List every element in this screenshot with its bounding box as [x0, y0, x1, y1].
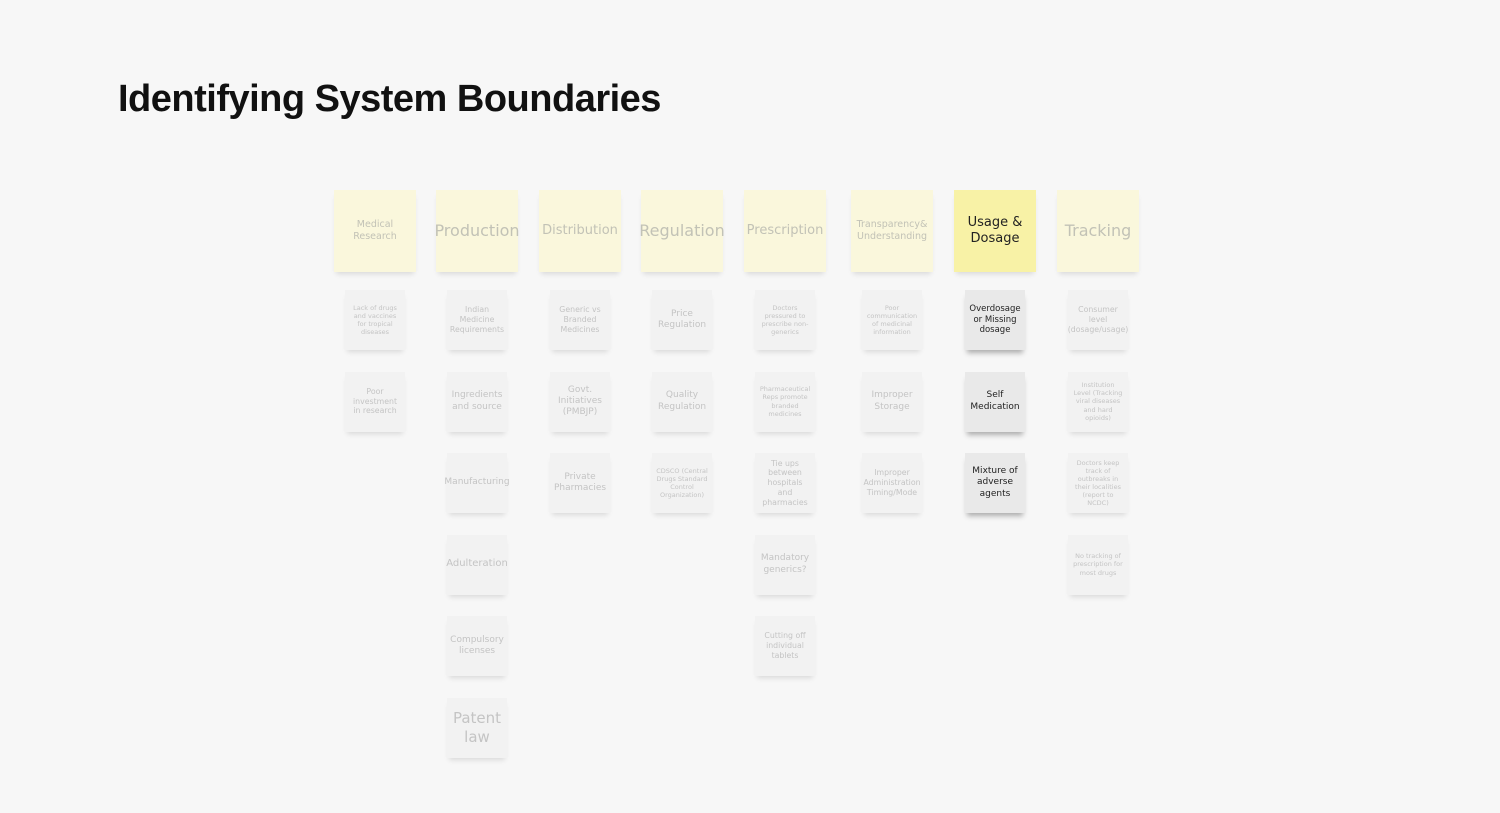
sticky-note: Tie ups between hospitals and pharmacies	[755, 453, 815, 513]
sticky-note: Improper Storage	[862, 371, 922, 432]
sticky-note: Doctors keep track of outbreaks in their…	[1068, 453, 1128, 513]
sticky-note: Doctors pressured to prescribe non-gener…	[755, 290, 815, 350]
sticky-note: Poor investment in research	[345, 371, 405, 432]
column-header: Medical Research	[334, 190, 416, 272]
sticky-note: Quality Regulation	[652, 371, 712, 432]
sticky-note: Mixture of adverse agents	[965, 453, 1025, 513]
sticky-note: Institution Level (Tracking viral diseas…	[1068, 371, 1128, 432]
column-header: Regulation	[639, 190, 725, 272]
sticky-note: Generic vs Branded Medicines	[550, 290, 610, 350]
column-header: Transparency& Understanding	[851, 190, 933, 272]
sticky-note: CDSCO (Central Drugs Standard Control Or…	[652, 453, 712, 513]
sticky-note: Price Regulation	[652, 290, 712, 350]
sticky-note: Patent law	[447, 697, 507, 758]
column-header: Production	[434, 190, 520, 272]
page-title: Identifying System Boundaries	[118, 78, 661, 120]
column-header: Usage & Dosage	[954, 190, 1036, 272]
sticky-note: Compulsory licenses	[447, 616, 507, 676]
sticky-note: Ingredients and source	[447, 371, 507, 432]
column-header: Tracking	[1057, 190, 1139, 272]
sticky-note: Adulteration	[446, 534, 508, 595]
sticky-note: Improper Administration Timing/Mode	[862, 453, 922, 513]
column-header: Distribution	[539, 190, 621, 272]
column-header: Prescription	[744, 190, 826, 272]
sticky-note: Self Medication	[965, 371, 1025, 432]
sticky-note: Poor communication of medicinal informat…	[862, 290, 922, 350]
sticky-note: Lack of drugs and vaccines for tropical …	[345, 290, 405, 350]
sticky-note: No tracking of prescription for most dru…	[1068, 534, 1128, 595]
sticky-note: Private Pharmacies	[550, 453, 610, 513]
sticky-note: Cutting off individual tablets	[755, 616, 815, 676]
sticky-note: Indian Medicine Requirements	[447, 290, 507, 350]
sticky-note: Overdosage or Missing dosage	[965, 290, 1025, 350]
sticky-note: Manufacturing	[444, 453, 510, 513]
sticky-note: Govt. Initiatives (PMBJP)	[550, 371, 610, 432]
sticky-note: Mandatory generics?	[755, 534, 815, 595]
sticky-note: Pharmaceutical Reps promote branded medi…	[755, 371, 815, 432]
sticky-note: Consumer level (dosage/usage)	[1068, 290, 1128, 350]
